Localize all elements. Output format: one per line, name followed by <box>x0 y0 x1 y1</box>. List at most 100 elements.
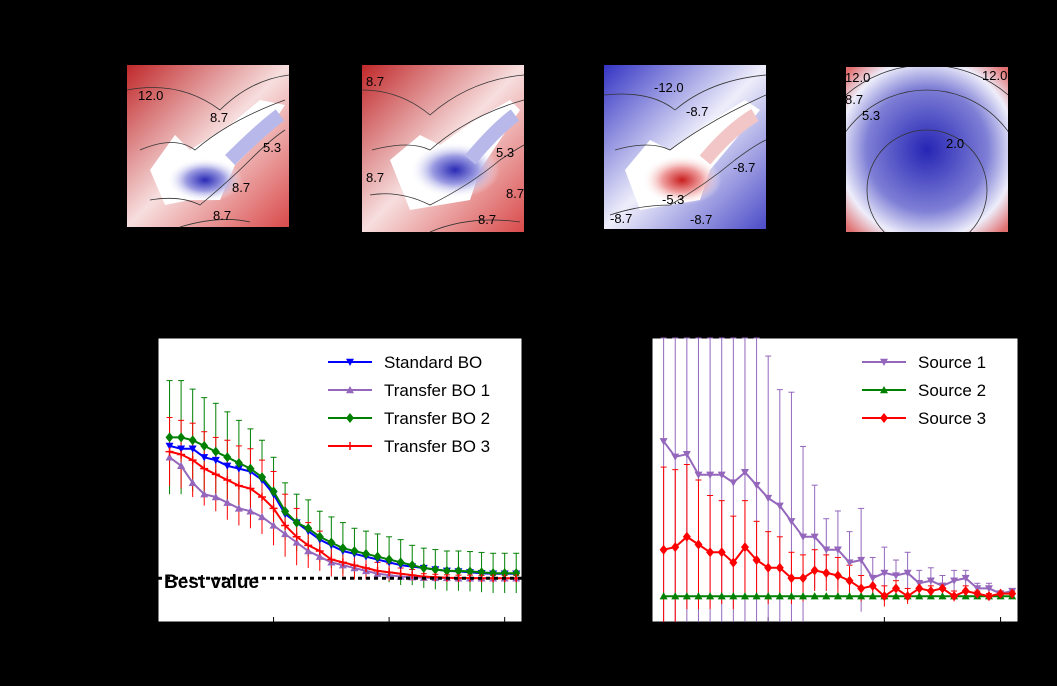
point-transfer_bo_1-10 <box>281 529 290 538</box>
point-transfer_bo_3-16 <box>350 561 359 570</box>
point-source_3-20 <box>892 583 900 594</box>
point-source_2-24 <box>938 592 947 600</box>
point-transfer_bo_2-15 <box>338 543 347 554</box>
point-source_3-16 <box>845 575 854 586</box>
point-source_3-8 <box>752 555 761 566</box>
contour-1-line-a <box>139 99 286 151</box>
point-transfer_bo_3-18 <box>373 566 382 575</box>
point-transfer_bo_2-8 <box>258 472 266 483</box>
point-source_2-2 <box>682 592 691 600</box>
point-transfer_bo_3-20 <box>396 569 405 578</box>
point-source_3-7 <box>740 542 749 553</box>
contour-4-background <box>846 67 1008 232</box>
contour-4-label-2: 12.0 <box>982 68 1007 83</box>
point-source_3-15 <box>833 570 842 581</box>
contour-2-label-1: 8.7 <box>366 74 384 89</box>
point-transfer_bo_2-20 <box>396 557 405 568</box>
left-line-chart: Best value Standard BO Transfer BO 1 Trans… <box>157 337 523 623</box>
legend-label-transfer_bo_1: Transfer BO 1 <box>384 381 490 400</box>
contour-2-line-d <box>429 219 521 233</box>
point-source_1-21 <box>903 569 912 577</box>
point-transfer_bo_2-30 <box>512 568 521 579</box>
point-transfer_bo_1-12 <box>304 547 313 555</box>
point-transfer_bo_3-5 <box>223 476 232 484</box>
right-legend: Source 1 Source 2 Source 3 <box>862 353 986 428</box>
point-source_1-12 <box>799 533 808 541</box>
point-source_3-13 <box>810 565 819 576</box>
point-source_1-9 <box>764 494 773 503</box>
point-source_3-1 <box>671 542 680 553</box>
contour-2-line-a <box>371 99 525 151</box>
point-transfer_bo_2-13 <box>315 531 324 542</box>
point-transfer_bo_3-14 <box>327 555 336 564</box>
point-transfer_bo_2-23 <box>431 564 440 575</box>
point-transfer_bo_2-14 <box>327 537 336 548</box>
point-transfer_bo_2-18 <box>373 551 382 562</box>
contour-3-line-c <box>603 74 767 111</box>
point-source_1-17 <box>857 556 866 565</box>
point-transfer_bo_3-1 <box>177 450 186 459</box>
point-source_3-18 <box>868 580 877 591</box>
left-series-lines <box>165 432 521 583</box>
point-transfer_bo_2-16 <box>350 546 359 556</box>
point-transfer_bo_2-12 <box>304 523 313 534</box>
right-series-lines <box>659 438 1017 602</box>
point-source_3-19 <box>880 591 889 602</box>
contour-3-label-1: -12.0 <box>654 80 684 95</box>
contour-2-line-c <box>361 74 525 116</box>
contour-3-label-3: -8.7 <box>733 160 755 175</box>
point-source_1-11 <box>787 518 796 526</box>
contour-3-label-5: -8.7 <box>610 211 632 226</box>
legend-marker-standard_bo <box>346 358 354 366</box>
contour-3-label-4: -5.3 <box>662 192 684 207</box>
point-source_1-8 <box>752 481 761 490</box>
point-transfer_bo_1-4 <box>211 493 220 501</box>
contour-3-red-peak <box>642 155 722 205</box>
point-transfer_bo_3-19 <box>385 568 394 577</box>
point-transfer_bo_2-2 <box>188 435 197 446</box>
point-standard_bo-3 <box>200 454 209 462</box>
contour-2-label-5: 8.7 <box>478 212 496 227</box>
legend-label-transfer_bo_2: Transfer BO 2 <box>384 409 490 428</box>
point-transfer_bo_3-13 <box>315 547 324 555</box>
point-transfer_bo_2-19 <box>385 554 394 565</box>
point-source_3-29 <box>996 588 1005 599</box>
point-source_1-2 <box>682 450 691 459</box>
legend-marker-source_2 <box>880 386 888 394</box>
point-source_2-5 <box>717 592 726 600</box>
contour-3-ridge <box>699 108 759 165</box>
point-transfer_bo_2-24 <box>442 565 451 576</box>
point-transfer_bo_1-8 <box>258 512 266 521</box>
contour-panel-1: 12.0 8.7 5.3 8.7 8.7 <box>126 65 290 228</box>
legend-label-source_3: Source 3 <box>918 409 986 428</box>
point-source_3-24 <box>938 583 947 594</box>
point-source_2-6 <box>729 592 738 600</box>
legend-label-source_2: Source 2 <box>918 381 986 400</box>
contour-1-label-1: 12.0 <box>138 88 163 103</box>
point-source_3-17 <box>857 583 866 594</box>
point-transfer_bo_1-2 <box>188 478 197 487</box>
contour-2-label-3: 5.3 <box>496 145 514 160</box>
point-source_1-26 <box>961 574 970 583</box>
point-source_3-6 <box>729 557 738 568</box>
legend-marker-transfer_bo_2 <box>346 413 354 423</box>
point-source_2-13 <box>810 592 819 600</box>
point-source_2-22 <box>915 592 924 600</box>
point-source_3-10 <box>775 562 784 573</box>
point-transfer_bo_1-6 <box>234 504 243 512</box>
point-transfer_bo_1-13 <box>315 552 324 560</box>
point-source_1-20 <box>892 572 900 580</box>
point-source_1-19 <box>880 569 889 577</box>
contour-3-label-2: -8.7 <box>686 104 708 119</box>
point-transfer_bo_2-22 <box>419 563 428 574</box>
contour-1-line-d <box>179 219 251 228</box>
point-standard_bo-5 <box>223 462 232 470</box>
point-source_3-26 <box>961 586 970 597</box>
contour-4-label-3: 8.7 <box>845 92 863 107</box>
left-legend: Standard BO Transfer BO 1 Transfer BO 2 Tra… <box>328 353 490 456</box>
point-transfer_bo_1-11 <box>292 538 301 546</box>
point-source_2-9 <box>764 592 773 600</box>
point-transfer_bo_2-6 <box>234 457 243 468</box>
point-transfer_bo_1-1 <box>177 461 186 469</box>
point-transfer_bo_1-7 <box>246 507 255 515</box>
